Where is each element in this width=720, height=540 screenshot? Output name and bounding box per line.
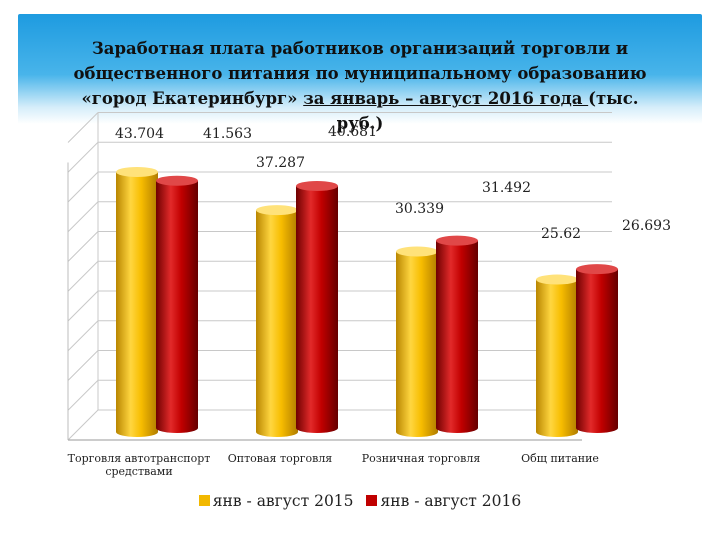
title-line-3-period: за январь – август 2016 года	[303, 89, 589, 108]
chart-category-labels: Торговля автотранспорт средствами Оптовая …	[68, 452, 599, 478]
bar-2016-0	[156, 175, 198, 433]
category-label-2: Розничная торговля	[362, 452, 481, 465]
gridline-side	[67, 379, 99, 411]
bar-2015-0	[116, 166, 158, 438]
legend-item-2015: янв - август 2015	[198, 492, 354, 510]
gridline-side	[67, 201, 99, 233]
gridline-side	[67, 141, 99, 173]
data-label-2015-1: 37.287	[256, 155, 305, 171]
title-line-3-unit: (тыс. руб.)	[336, 89, 639, 133]
data-label-2016-1: 40.681	[328, 124, 377, 140]
gridline-side	[67, 112, 99, 143]
category-label-1: Оптовая торговля	[228, 452, 333, 465]
gridline-side	[67, 350, 99, 381]
bar-2016-3	[576, 264, 618, 433]
legend-label-2016: янв - август 2016	[380, 492, 522, 510]
data-label-2015-2: 30.339	[395, 201, 444, 217]
bar-2016-2	[436, 235, 478, 433]
gridline-side	[67, 171, 99, 203]
bar-2015-1	[256, 205, 298, 437]
data-label-2016-0: 41.563	[203, 126, 252, 142]
bar-2015-2	[396, 246, 438, 437]
bar-2016-1	[296, 180, 338, 433]
title-line-3-prefix: «город Екатеринбург»	[81, 89, 304, 108]
chart-legend: янв - август 2015 янв - август 2016	[0, 492, 720, 510]
title-line-1: Заработная плата работников организаций …	[91, 39, 629, 58]
data-label-2015-3: 25.62	[541, 226, 581, 242]
legend-item-2016: янв - август 2016	[366, 492, 521, 510]
data-label-2015-0: 43.704	[115, 126, 164, 142]
chart-bars	[116, 166, 618, 438]
title-banner	[18, 14, 702, 124]
bar-2015-3	[536, 274, 578, 437]
category-label-3: Общ питание	[521, 452, 599, 465]
legend-swatch-2016	[366, 495, 378, 506]
gridline-side	[67, 231, 99, 262]
legend-swatch-2015	[198, 495, 210, 506]
category-label-0: Торговля автотранспорт средствами	[68, 452, 211, 478]
title-line-2: общественного питания по муниципальному …	[73, 64, 647, 83]
gridline-side	[67, 260, 99, 292]
gridline-side	[67, 320, 99, 352]
data-label-2016-2: 31.492	[482, 180, 531, 196]
gridline-side	[67, 409, 99, 441]
chart-title: Заработная плата работников организаций …	[60, 36, 660, 136]
legend-label-2015: янв - август 2015	[212, 492, 354, 510]
chart-data-labels: 43.704 37.287 30.339 25.62 41.563 40.681 31.49…	[115, 124, 671, 242]
data-label-2016-3: 26.693	[622, 218, 671, 234]
gridline-side	[67, 290, 99, 322]
